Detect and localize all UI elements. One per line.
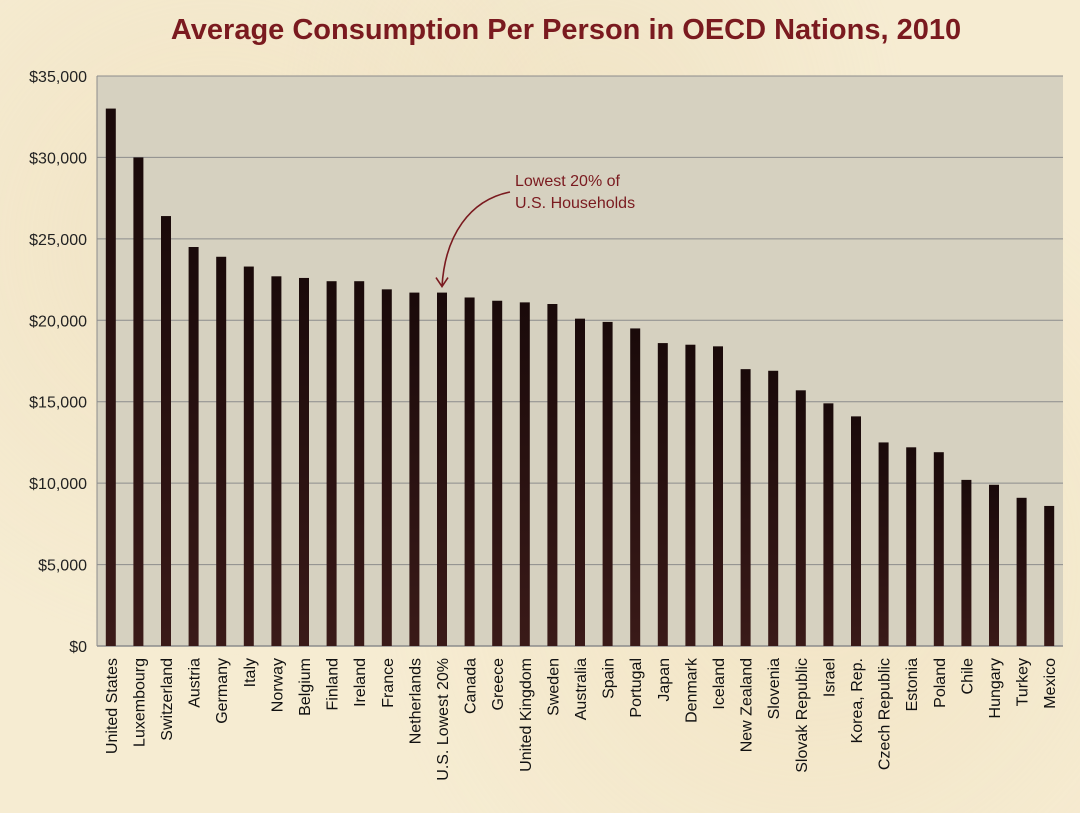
bar [492, 300, 503, 646]
gridlines [96, 75, 1063, 647]
y-tick-label: $35,000 [29, 69, 87, 86]
bar [878, 442, 889, 646]
x-tick-label: Luxembourg [131, 658, 148, 747]
bar [602, 321, 613, 646]
bar [381, 289, 392, 646]
bar [464, 297, 475, 646]
x-tick-label: Poland [932, 658, 949, 708]
bar [216, 256, 227, 646]
bar [795, 390, 806, 646]
bar [851, 416, 861, 646]
bar [906, 447, 917, 646]
bar [271, 276, 282, 646]
bar [685, 344, 696, 646]
y-axis: $0 $5,000 $10,000 $15,000 $20,000 $25,000 $30,… [29, 69, 87, 656]
bar [105, 108, 116, 647]
bar [961, 479, 972, 646]
x-tick-label: Switzerland [159, 658, 176, 741]
annotation-arrow [435, 191, 511, 289]
y-tick-label: $20,000 [29, 313, 87, 330]
bar [713, 346, 723, 646]
y-tick-label: $25,000 [29, 232, 87, 249]
x-tick-label: Estonia [904, 658, 921, 711]
x-tick-label: Turkey [1015, 658, 1032, 706]
x-tick-label: Iceland [711, 658, 728, 710]
bar [299, 277, 309, 646]
bars [105, 108, 1055, 647]
x-tick-label: Austria [187, 658, 204, 708]
bar [657, 343, 668, 646]
chart-title: Average Consumption Per Person in OECD N… [170, 14, 962, 46]
x-tick-label: U.S. Lowest 20% [435, 658, 452, 781]
x-tick-label: Slovak Republic [794, 658, 811, 773]
x-tick-label: France [380, 658, 397, 708]
x-axis-labels: United States Luxembourg Switzerland Austri… [104, 657, 1059, 781]
bar [326, 281, 337, 646]
x-tick-label: Ireland [352, 658, 369, 707]
bar [354, 281, 365, 646]
y-tick-label: $30,000 [29, 150, 87, 167]
y-tick-label: $0 [69, 639, 87, 656]
annotation: Lowest 20% of U.S. Households [435, 173, 635, 289]
x-tick-label: New Zealand [739, 658, 756, 752]
y-tick-label: $5,000 [38, 558, 87, 575]
x-tick-label: United States [104, 658, 121, 754]
x-tick-label: Slovenia [766, 658, 783, 719]
bar [740, 369, 751, 646]
x-tick-label: Chile [959, 658, 976, 695]
x-tick-label: Italy [242, 658, 259, 687]
x-tick-label: Greece [490, 658, 507, 711]
annotation-line-2: U.S. Households [515, 195, 635, 212]
x-tick-label: Mexico [1042, 658, 1059, 709]
bar [188, 247, 199, 646]
x-tick-label: Sweden [545, 658, 562, 716]
x-tick-label: Denmark [683, 657, 700, 723]
x-tick-label: United Kingdom [518, 658, 535, 772]
y-tick-label: $10,000 [29, 476, 87, 493]
x-tick-label: Czech Republic [877, 658, 894, 770]
x-tick-label: Belgium [297, 658, 314, 716]
bar [547, 304, 558, 646]
x-tick-label: Hungary [987, 658, 1004, 718]
x-tick-label: Germany [214, 658, 231, 724]
y-tick-label: $15,000 [29, 395, 87, 412]
x-tick-label: Canada [463, 658, 480, 714]
bar [1016, 497, 1027, 646]
x-tick-label: Israel [821, 658, 838, 697]
x-tick-label: Spain [601, 658, 618, 699]
x-tick-label: Portugal [628, 658, 645, 718]
x-tick-label: Australia [573, 658, 590, 720]
bar [437, 292, 447, 646]
bar [933, 452, 944, 646]
bar [1044, 505, 1055, 646]
x-tick-label: Japan [656, 658, 673, 702]
bar [630, 328, 641, 646]
bar [575, 318, 585, 646]
x-tick-label: Finland [325, 658, 342, 710]
bar [243, 266, 254, 646]
bar [823, 403, 834, 646]
bar [409, 292, 420, 646]
annotation-line-1: Lowest 20% of [515, 173, 621, 190]
bar [161, 216, 171, 647]
x-tick-label: Norway [269, 658, 286, 712]
bar [133, 157, 144, 646]
bar [519, 302, 530, 646]
bar [768, 370, 779, 646]
bar [989, 484, 999, 646]
x-tick-label: Netherlands [407, 658, 424, 744]
x-tick-label: Korea, Rep. [849, 658, 866, 743]
